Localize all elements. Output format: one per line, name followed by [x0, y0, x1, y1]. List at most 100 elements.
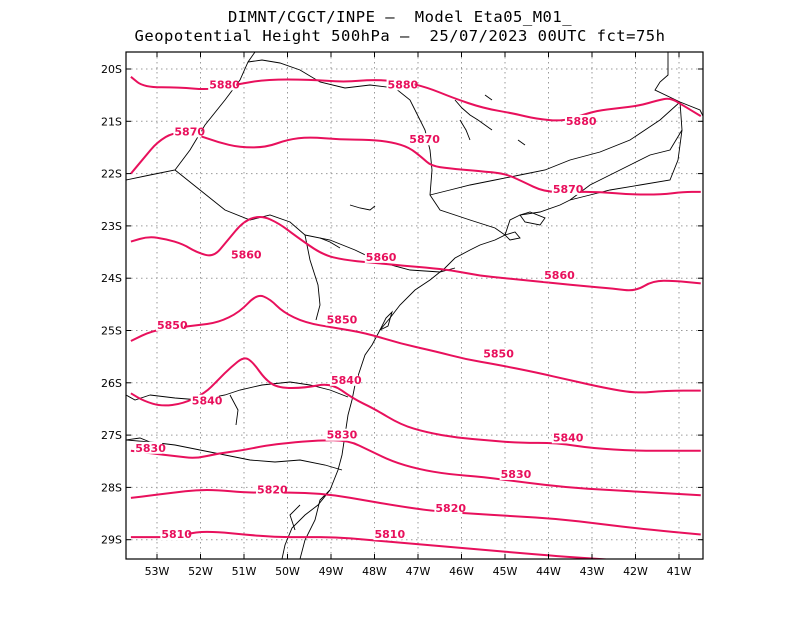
contour-label-bg — [499, 467, 528, 480]
boundary-line — [289, 504, 301, 531]
contour-label: 5870 — [409, 133, 440, 146]
map-frame — [125, 51, 704, 560]
boundary-line — [281, 52, 703, 559]
contour-label-bg — [256, 483, 285, 496]
contour-label: 5880 — [388, 78, 419, 91]
contour-label: 5840 — [331, 374, 362, 387]
contour-label-bg — [330, 373, 358, 386]
boundary-line — [149, 381, 349, 401]
contour-label: 5850 — [483, 348, 514, 361]
contour-label-bg — [160, 528, 189, 541]
lon-tick-label: 53W — [145, 565, 170, 578]
lon-tick-label: 50W — [275, 565, 300, 578]
boundary-line — [569, 129, 683, 201]
contour-label-bg — [190, 394, 219, 407]
lon-tick-label: 48W — [362, 565, 387, 578]
boundary-line — [126, 394, 151, 443]
lat-tick-label: 29S — [101, 534, 122, 547]
axis-ticks: 53W 52W 51W 50W 49W 48W 47W 46W 45W 44W 43W 42W 41W 2… — [101, 52, 703, 578]
contour-label-bg — [408, 133, 437, 146]
contour-5860 — [130, 216, 701, 292]
contour-label: 5840 — [192, 395, 223, 408]
contour-label: 5830 — [135, 442, 166, 455]
boundary-line — [517, 139, 526, 146]
contour-label-bg — [173, 125, 202, 138]
contour-label-bg — [482, 347, 511, 360]
contour-label-bg — [364, 250, 393, 263]
contour-label-bg — [373, 528, 402, 541]
contour-lines: 5880 5880 5880 5870 5870 5870 5860 5860 5860 5850… — [130, 76, 702, 559]
contour-label: 5820 — [435, 502, 466, 515]
contour-label: 5850 — [157, 319, 188, 332]
graticule — [126, 52, 703, 559]
lon-tick-label: 45W — [493, 565, 518, 578]
boundary-line — [126, 52, 256, 181]
contour-label-bg — [208, 78, 237, 91]
contour-label: 5880 — [566, 115, 597, 128]
map-title-line-1: DIMNT/CGCT/INPE – Model Eta05_M01_ — [227, 8, 573, 26]
contour-label: 5840 — [553, 431, 584, 444]
contour-label: 5830 — [327, 429, 358, 442]
lon-tick-label: 43W — [580, 565, 605, 578]
boundary-line — [174, 169, 321, 321]
lat-tick-label: 21S — [101, 115, 122, 128]
contour-label: 5880 — [209, 78, 240, 91]
lat-tick-label: 25S — [101, 325, 122, 338]
lat-tick-label: 20S — [101, 63, 122, 76]
lat-tick-label: 24S — [101, 272, 122, 285]
contour-5830 — [130, 439, 701, 497]
contour-label-bg — [543, 269, 572, 282]
boundary-line — [319, 237, 341, 249]
contour-label: 5830 — [501, 468, 532, 481]
map-title-line-2: Geopotential Height 500hPa – 25/07/2023 … — [134, 27, 666, 45]
contour-label: 5870 — [174, 125, 205, 138]
boundary-line — [349, 204, 376, 211]
lon-tick-label: 51W — [232, 565, 257, 578]
contour-label-bg — [134, 441, 163, 454]
contour-label-bg — [551, 182, 580, 195]
contour-label: 5850 — [327, 314, 358, 327]
boundary-line — [378, 310, 393, 332]
boundary-line — [429, 101, 681, 196]
contour-5820 — [130, 489, 701, 536]
boundary-line — [459, 119, 471, 141]
boundary-line — [484, 94, 493, 101]
boundary-line — [229, 394, 239, 426]
contour-label-bg — [156, 318, 184, 331]
lat-tick-label: 28S — [101, 481, 122, 494]
contour-label: 5860 — [231, 248, 262, 261]
boundary-line — [454, 99, 493, 131]
contour-label-bg — [564, 114, 593, 127]
lat-tick-label: 27S — [101, 429, 122, 442]
contour-label-bg — [551, 431, 580, 444]
contour-label-bg — [325, 428, 354, 441]
lat-tick-label: 23S — [101, 220, 122, 233]
lon-tick-label: 44W — [536, 565, 561, 578]
boundary-line — [519, 211, 546, 226]
contour-label-bg — [325, 313, 354, 326]
boundary-line — [247, 59, 416, 111]
lon-tick-label: 42W — [623, 565, 648, 578]
contour-label: 5810 — [375, 528, 406, 541]
contour-label: 5860 — [366, 251, 397, 264]
lon-tick-label: 47W — [406, 565, 431, 578]
lat-tick-label: 22S — [101, 168, 122, 181]
lon-tick-label: 41W — [667, 565, 692, 578]
contour-label-bg — [434, 501, 463, 514]
boundary-line — [299, 489, 331, 559]
contour-label: 5810 — [161, 528, 192, 541]
boundary-line — [504, 231, 521, 241]
contour-label: 5820 — [257, 484, 288, 497]
lon-tick-label: 46W — [449, 565, 474, 578]
coastline-and-borders — [126, 52, 703, 559]
lat-tick-label: 26S — [101, 377, 122, 390]
boundary-line — [126, 439, 343, 471]
contour-label: 5870 — [553, 183, 584, 196]
lon-tick-label: 49W — [319, 565, 344, 578]
contour-label-bg — [229, 248, 258, 261]
lon-tick-label: 52W — [188, 565, 213, 578]
contour-label: 5860 — [544, 269, 575, 282]
contour-5850 — [130, 294, 701, 394]
contour-label-bg — [386, 78, 415, 91]
